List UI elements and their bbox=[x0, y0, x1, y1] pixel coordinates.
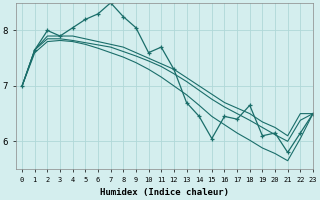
X-axis label: Humidex (Indice chaleur): Humidex (Indice chaleur) bbox=[100, 188, 229, 197]
